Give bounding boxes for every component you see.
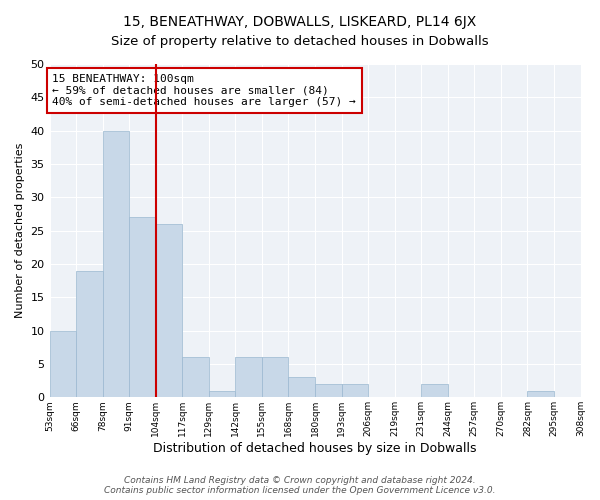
Text: 15, BENEATHWAY, DOBWALLS, LISKEARD, PL14 6JX: 15, BENEATHWAY, DOBWALLS, LISKEARD, PL14… <box>124 15 476 29</box>
Bar <box>341 384 368 398</box>
Bar <box>421 384 448 398</box>
Text: Size of property relative to detached houses in Dobwalls: Size of property relative to detached ho… <box>111 35 489 48</box>
Bar <box>527 390 554 398</box>
Bar <box>235 358 262 398</box>
Text: Contains HM Land Registry data © Crown copyright and database right 2024.
Contai: Contains HM Land Registry data © Crown c… <box>104 476 496 495</box>
X-axis label: Distribution of detached houses by size in Dobwalls: Distribution of detached houses by size … <box>153 442 477 455</box>
Bar <box>103 130 129 398</box>
Text: 15 BENEATHWAY: 100sqm
← 59% of detached houses are smaller (84)
40% of semi-deta: 15 BENEATHWAY: 100sqm ← 59% of detached … <box>52 74 356 107</box>
Bar <box>50 330 76 398</box>
Bar <box>262 358 289 398</box>
Bar <box>289 378 315 398</box>
Bar <box>315 384 341 398</box>
Bar <box>129 218 156 398</box>
Bar <box>76 270 103 398</box>
Bar <box>182 358 209 398</box>
Bar <box>156 224 182 398</box>
Bar <box>209 390 235 398</box>
Y-axis label: Number of detached properties: Number of detached properties <box>15 143 25 318</box>
